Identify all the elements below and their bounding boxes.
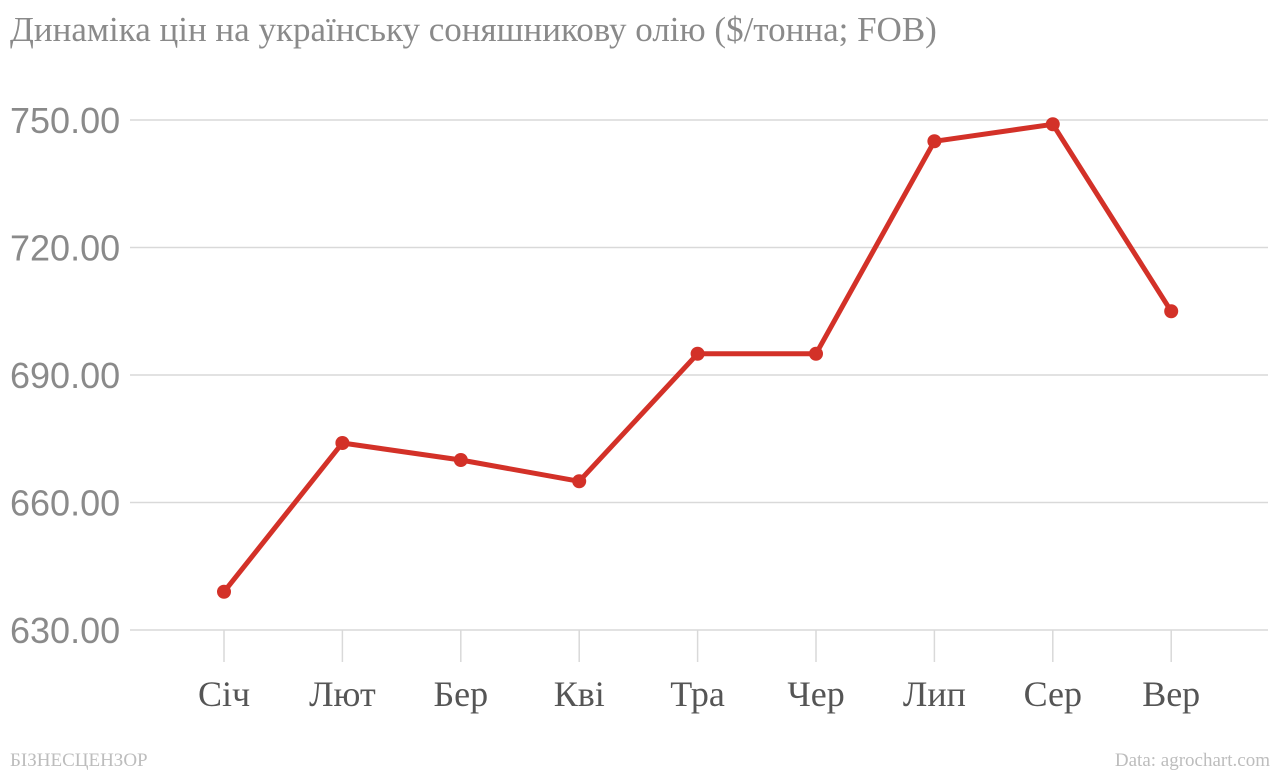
data-point[interactable]	[1164, 304, 1179, 319]
data-point[interactable]	[335, 436, 350, 450]
y-tick-label: 630.00	[10, 610, 120, 651]
x-tick-label: Лип	[903, 674, 966, 714]
y-tick-label: 720.00	[10, 228, 120, 269]
y-tick-label: 660.00	[10, 483, 120, 524]
x-tick-label: Кві	[554, 674, 605, 714]
x-tick-label: Січ	[198, 674, 250, 714]
source-label: Data: agrochart.com	[1114, 750, 1270, 771]
x-tick-label: Чер	[787, 674, 844, 714]
data-point[interactable]	[809, 346, 823, 361]
data-point[interactable]	[453, 453, 468, 467]
brand-label: БІЗНЕСЦЕНЗОР	[10, 750, 148, 771]
x-tick-label: Лют	[309, 674, 376, 714]
data-point[interactable]	[572, 474, 587, 489]
data-point[interactable]	[217, 584, 231, 599]
chart-title: Динаміка цін на українську соняшникову о…	[10, 10, 937, 49]
x-tick-label: Сер	[1024, 674, 1082, 714]
data-point[interactable]	[927, 134, 942, 149]
data-point[interactable]	[690, 346, 705, 361]
y-tick-label: 690.00	[10, 355, 120, 396]
x-tick-label: Вер	[1142, 674, 1200, 714]
x-tick-label: Тра	[670, 674, 725, 714]
y-tick-label: 750.00	[10, 100, 120, 141]
x-tick-label: Бер	[433, 674, 488, 714]
data-point[interactable]	[1045, 117, 1060, 132]
